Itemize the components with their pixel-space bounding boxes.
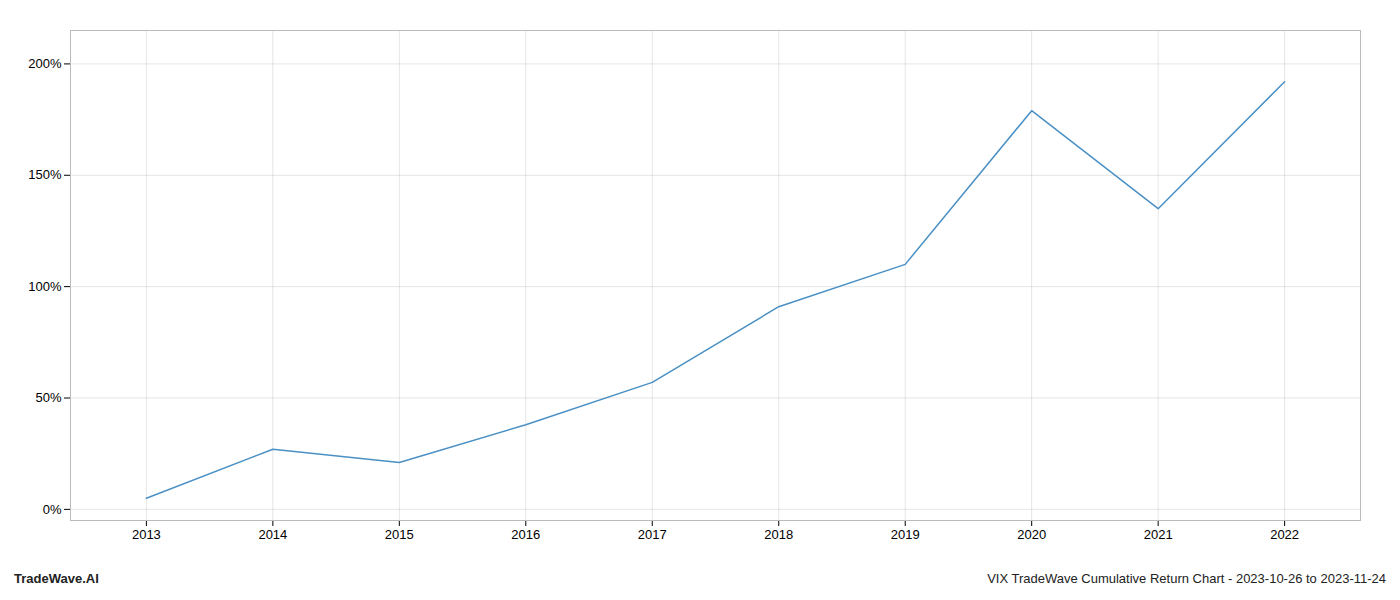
- svg-text:150%: 150%: [28, 167, 62, 182]
- svg-text:200%: 200%: [28, 56, 62, 71]
- svg-text:2013: 2013: [132, 527, 161, 542]
- svg-text:2017: 2017: [638, 527, 667, 542]
- svg-text:2021: 2021: [1144, 527, 1173, 542]
- svg-text:100%: 100%: [28, 279, 62, 294]
- html-text:VIX TradeWave Cumulative Retur: VIX TradeWave Cumulative Return Chart - …: [987, 570, 1386, 586]
- svg-text:2015: 2015: [385, 527, 414, 542]
- svg-text:2018: 2018: [764, 527, 793, 542]
- svg-text:0%: 0%: [43, 502, 62, 517]
- svg-text:2020: 2020: [1017, 527, 1046, 542]
- svg-text:2016: 2016: [511, 527, 540, 542]
- svg-text:2019: 2019: [891, 527, 920, 542]
- svg-text:50%: 50%: [35, 390, 61, 405]
- html-text:TradeWave.AI: TradeWave.AI: [14, 570, 99, 586]
- svg-text:2022: 2022: [1270, 527, 1299, 542]
- svg-text:2014: 2014: [258, 527, 287, 542]
